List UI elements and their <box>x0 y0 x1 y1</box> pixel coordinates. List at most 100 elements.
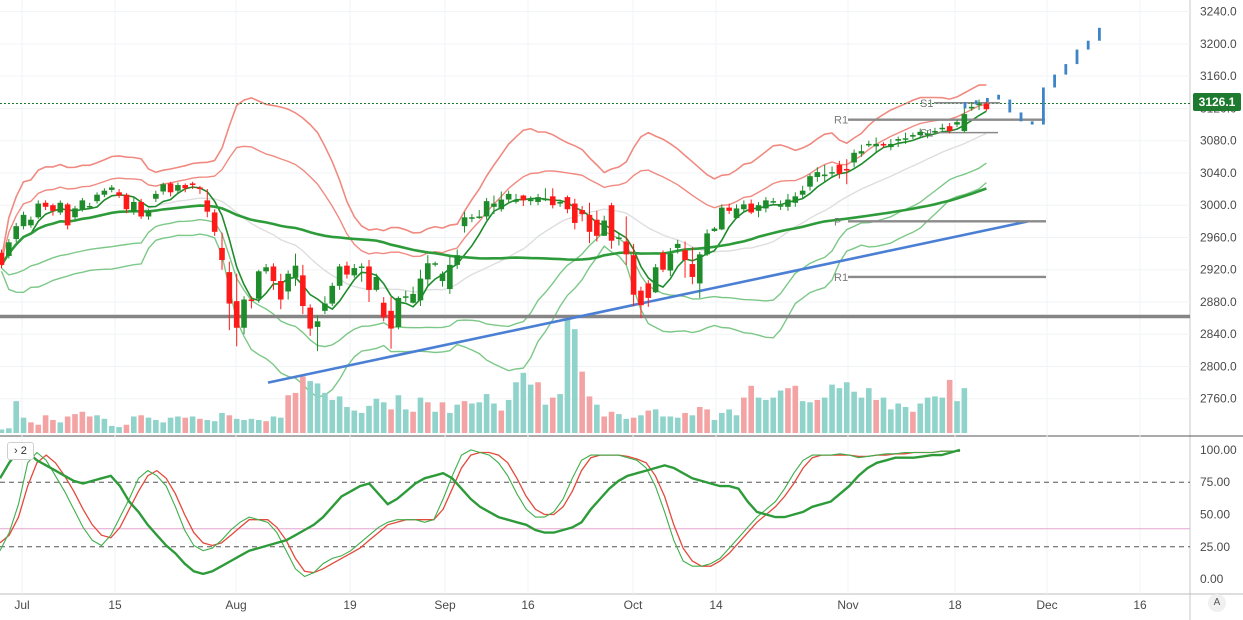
candle-body <box>292 265 299 278</box>
volume-bar <box>880 397 887 433</box>
volume-bar <box>954 401 960 433</box>
volume-bar <box>807 402 813 433</box>
candle-body <box>270 266 277 281</box>
auto-scale-button[interactable]: A <box>1208 594 1226 612</box>
time-tick-label: Aug <box>225 598 246 612</box>
time-tick-label: Oct <box>624 598 643 612</box>
volume-bar <box>42 415 49 433</box>
volume-bar <box>402 409 409 433</box>
volume-bar <box>946 379 953 433</box>
volume-bar <box>557 394 563 433</box>
candle-body <box>895 139 901 141</box>
volume-bar <box>28 422 34 433</box>
candle-body <box>454 255 460 265</box>
candle-body <box>579 210 585 215</box>
volume-bar <box>483 394 490 433</box>
time-tick-label: 16 <box>521 598 535 612</box>
volume-bar <box>167 417 174 433</box>
volume-bar <box>513 382 519 433</box>
volume-bar <box>86 416 93 433</box>
price-tick-label: 3160.0 <box>1200 69 1237 83</box>
volume-bar <box>322 392 328 433</box>
volume-bar <box>145 417 152 433</box>
candle-body <box>777 205 784 207</box>
candle-body <box>182 185 189 189</box>
volume-bar <box>131 416 137 433</box>
volume-bars <box>0 318 968 433</box>
lower-band-inner <box>1 162 987 348</box>
pane-collapse-badge[interactable]: › 2 <box>7 442 34 460</box>
candle-body <box>549 196 556 206</box>
candle-body <box>28 219 34 226</box>
projection-bar <box>986 97 989 102</box>
volume-bar <box>719 412 725 433</box>
candle-body <box>226 272 233 304</box>
time-tick-label: 14 <box>709 598 723 612</box>
candle-body <box>72 208 78 218</box>
volume-bar <box>682 412 688 433</box>
candle-body <box>674 243 681 248</box>
projection-bar <box>997 94 1000 100</box>
volume-bar <box>836 388 843 433</box>
candle-body <box>189 183 196 186</box>
volume-bar <box>197 418 203 433</box>
volume-bar <box>498 410 505 433</box>
candle-body <box>696 254 703 284</box>
candle-body <box>572 203 578 223</box>
candle-body <box>373 276 380 290</box>
candle-body <box>336 266 343 286</box>
volume-bar <box>505 399 512 433</box>
candle-body <box>601 220 607 236</box>
volume-bar <box>476 402 483 433</box>
candle-body <box>211 212 218 232</box>
volume-bar <box>601 416 607 433</box>
projection-bars <box>963 27 1101 125</box>
volume-bar <box>160 422 166 433</box>
volume-bar <box>329 399 336 433</box>
volume-bar <box>535 382 541 433</box>
price-tick-label: 2760.0 <box>1200 392 1237 406</box>
volume-bar <box>542 404 549 433</box>
candle-body <box>755 205 762 211</box>
candle-body <box>57 202 64 213</box>
volume-bar <box>395 395 402 433</box>
volume-bar <box>380 402 387 433</box>
volume-bar <box>285 395 291 433</box>
volume-bar <box>138 415 144 433</box>
upper-band-inner <box>0 103 987 262</box>
candle-body <box>395 297 402 327</box>
candle-body <box>285 273 291 292</box>
volume-bar <box>278 417 284 433</box>
candle-body <box>814 172 821 177</box>
volume-bar <box>388 409 394 433</box>
volume-bar <box>814 399 821 433</box>
candle-body <box>968 106 975 109</box>
candle-body <box>108 187 115 190</box>
projection-bar <box>974 100 978 105</box>
volume-bar <box>410 411 416 433</box>
axes: 3240.03200.03160.03120.03080.03040.03000… <box>14 5 1237 612</box>
candle-body <box>866 143 872 146</box>
volume-bar <box>72 414 78 433</box>
volume-bar <box>866 388 872 433</box>
candle-body <box>542 198 549 201</box>
candle-body <box>388 310 394 329</box>
candles <box>0 99 990 352</box>
volume-bar <box>939 397 946 433</box>
volume-bar <box>594 404 600 433</box>
candle-body <box>917 131 924 136</box>
indicator-bands <box>0 84 987 398</box>
volume-bar <box>652 409 659 433</box>
candle-body <box>79 200 86 210</box>
volume-bar <box>204 420 211 433</box>
candle-body <box>351 268 358 276</box>
candle-body <box>278 280 284 300</box>
volume-bar <box>961 388 968 433</box>
candle-body <box>255 271 262 299</box>
candle-body <box>858 151 865 154</box>
time-tick-label: Jul <box>14 598 29 612</box>
candle-body <box>20 214 27 227</box>
candle-body <box>535 197 541 202</box>
volume-bar <box>439 402 446 433</box>
